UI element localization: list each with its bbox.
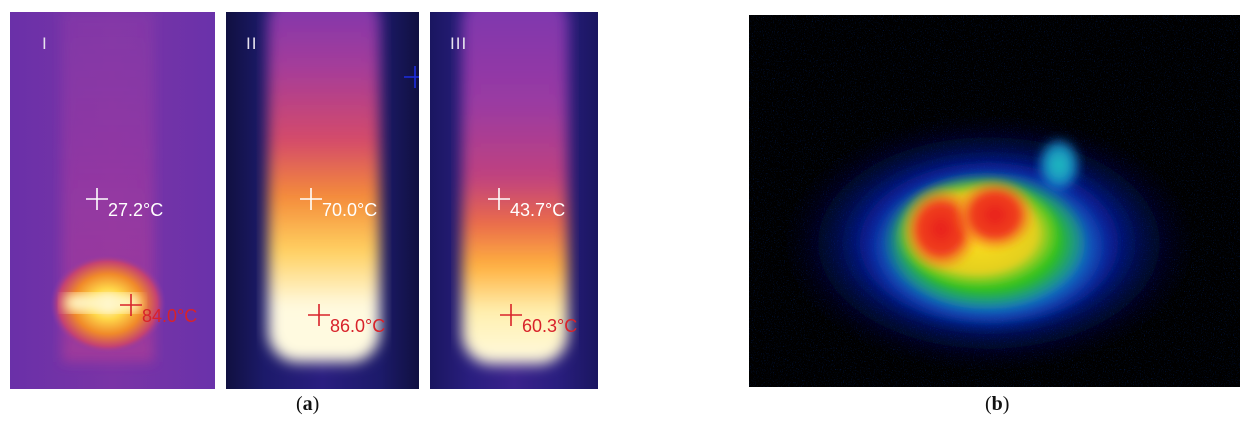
thermal-image-3-lower-reading: 60.3°C <box>522 316 578 336</box>
caption-letter: a <box>302 393 313 415</box>
thermal-image-3-graphic <box>430 12 598 389</box>
heatmap-image-graphic <box>749 15 1240 387</box>
heatmap-image <box>749 15 1240 387</box>
caption-open-paren: ( <box>296 393 303 415</box>
thermal-image-3-label: III <box>450 34 468 53</box>
crosshair-icon <box>500 304 522 326</box>
caption-letter: b <box>991 393 1003 415</box>
crosshair-icon <box>308 304 330 326</box>
crosshair-icon <box>120 294 142 316</box>
thermal-image-1-upper-reading: 27.2°C <box>108 200 164 220</box>
panel-a-caption: (a) <box>296 393 319 416</box>
thermal-image-2-upper-reading: 70.0°C <box>322 200 378 220</box>
thermal-image-1: I 27.2°C 84.0°C <box>10 12 215 389</box>
thermal-image-1-label: I <box>42 34 48 53</box>
thermal-image-1-graphic <box>10 12 215 389</box>
crosshair-icon <box>86 188 108 210</box>
crosshair-icon <box>300 188 322 210</box>
thermal-image-2-lower-reading: 86.0°C <box>330 316 386 336</box>
thermal-image-2-label: II <box>246 34 258 53</box>
panel-b-caption: (b) <box>985 393 1009 416</box>
caption-close-paren: ) <box>1002 393 1010 415</box>
crosshair-icon <box>404 66 419 88</box>
thermal-image-1-lower-reading: 84.0°C <box>142 306 198 326</box>
thermal-image-2: II 70.0°C 86.0°C °C <box>226 12 419 389</box>
caption-close-paren: ) <box>312 393 320 415</box>
thermal-image-3: III 43.7°C 60.3°C <box>430 12 598 389</box>
caption-open-paren: ( <box>985 393 992 415</box>
thermal-image-3-upper-reading: 43.7°C <box>510 200 566 220</box>
thermal-image-2-graphic <box>226 12 419 389</box>
crosshair-icon <box>488 188 510 210</box>
